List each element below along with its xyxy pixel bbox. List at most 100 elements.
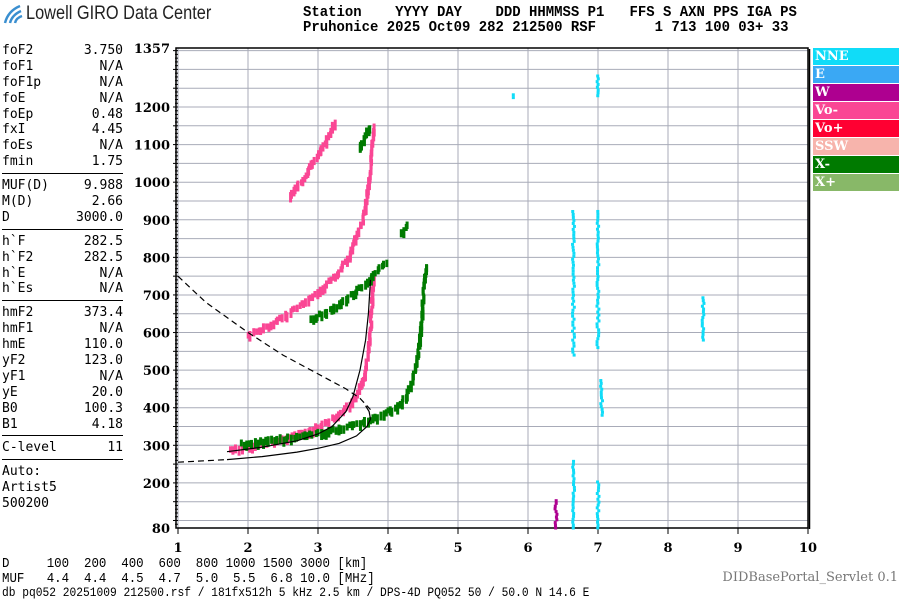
echo-point [379,411,383,421]
param-foe: foE N/A [2,91,123,107]
echo-point [316,289,320,300]
echo-point [571,221,575,225]
echo-point [255,328,259,335]
echo-point [323,283,327,294]
echo-point [275,435,279,445]
echo-point [571,350,575,354]
echo-point [362,416,366,428]
echo-point [334,427,338,435]
param-value: N/A [99,368,123,384]
echo-point [339,425,343,435]
echo-point [400,399,404,410]
echo-point [572,485,576,489]
echo-point [571,468,575,472]
echo-point [285,312,289,323]
legend: NNE E W Vo- Vo+ SSW X- X+ [813,48,899,192]
footer-info: db pq052 20251009 212500.rsf / 181fx512h… [2,586,590,600]
echo-point [571,323,575,327]
echo-point [595,280,599,284]
echo-point [355,420,359,427]
echo-point [572,275,576,279]
echo-point [319,145,323,156]
y-tick-label: 1000 [134,176,170,191]
echo-point [332,303,336,315]
echo-point [596,269,600,273]
echo-point [336,411,340,422]
echo-point [265,323,269,330]
param-hmf1: hmF1 N/A [2,321,123,337]
echo-point [572,326,576,330]
echo-point [596,301,600,305]
echo-point [248,330,252,342]
echo-point [596,94,600,98]
echo-point [359,221,363,230]
param-label: hmE [2,337,26,353]
y-tick-label: 700 [143,289,170,304]
echo-point [324,135,328,142]
param-hf2: h`F2 282.5 [2,250,123,266]
echo-point [597,319,601,323]
echo-point [298,302,302,309]
echo-point [371,283,375,293]
echo-point [341,260,345,269]
echo-point [596,239,600,243]
echo-point [572,284,576,288]
electron-density-profile-curve [226,279,372,453]
echo-point [323,419,327,427]
echo-point [375,414,379,425]
param-value: N/A [99,138,123,154]
param-label: foE [2,90,26,106]
param-label: B1 [2,416,18,432]
param-label: h`F2 [2,249,34,265]
echo-point [571,520,575,524]
echo-point [571,503,575,507]
echo-point [248,441,252,453]
echo-point [341,297,345,306]
echo-point [595,251,599,255]
echo-point [364,204,368,216]
param-value: 2.66 [91,194,123,210]
param-value: N/A [99,281,123,297]
echo-point [571,308,575,312]
echo-point [249,439,253,450]
echo-point [554,526,558,530]
echo-point [596,275,600,279]
param-label: D [2,209,10,225]
param-value: 282.5 [83,233,123,249]
param-value: N/A [99,58,123,74]
echo-point [331,425,335,433]
echo-point [596,346,600,350]
echo-point [409,380,413,388]
param-label: h`E [2,265,26,281]
echo-point [346,294,350,304]
echo-point [596,278,600,282]
param-value: N/A [99,74,123,90]
echo-point [388,406,392,416]
echo-point [369,163,373,170]
echo-point [595,340,599,344]
echo-point [369,165,373,176]
echo-point [321,142,325,152]
param-label: h`F [2,233,26,249]
echo-point [322,429,326,440]
echo-point [596,517,600,521]
echo-point [361,213,365,222]
echo-point [553,504,557,508]
echo-point [345,423,349,431]
echo-point [554,501,558,505]
param-md: M(D) 2.66 [2,194,123,210]
y-tick-label: 1200 [134,101,170,116]
echo-point [596,286,600,290]
echo-point [278,314,282,322]
echo-point [351,397,355,409]
muf-row: MUF 4.4 4.4 4.5 4.7 5.0 5.5 6.8 10.0 [MH… [2,572,375,587]
param-yf2: yF2 123.0 [2,353,123,369]
echo-point [320,420,324,431]
x-tick-label: 9 [733,541,742,556]
echo-point [596,523,600,527]
echo-point [329,276,333,284]
echo-point [571,296,575,300]
echo-point [301,300,305,308]
echo-point [317,310,321,318]
echo-point [307,295,311,307]
